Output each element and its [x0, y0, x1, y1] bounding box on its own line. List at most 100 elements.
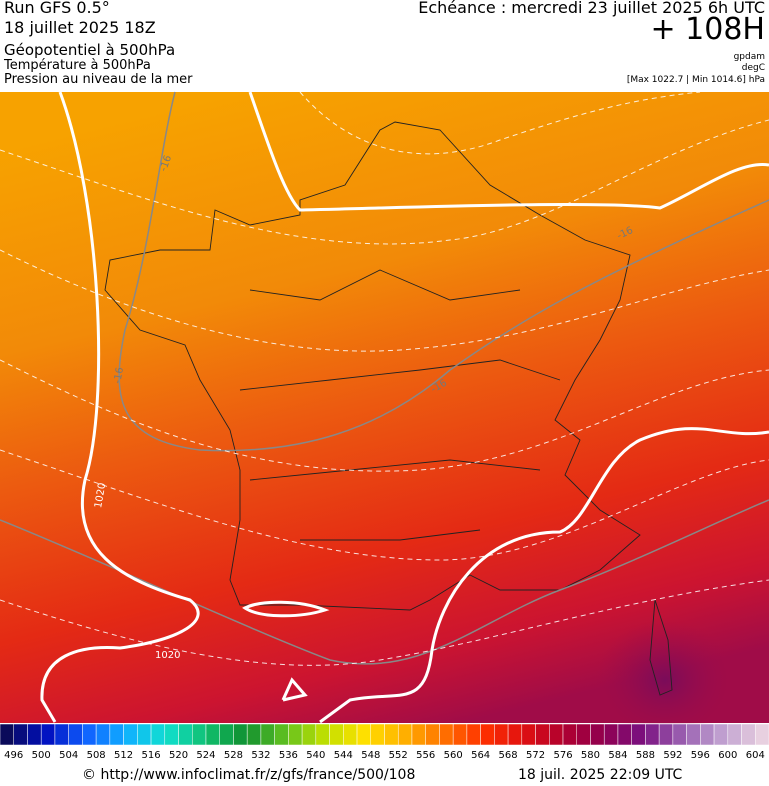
unit: degC	[741, 63, 765, 73]
colorbar-swatch	[590, 723, 605, 746]
colorbar-swatch	[658, 723, 674, 746]
colorbar-swatch	[13, 723, 28, 746]
colorbar-label: 580	[581, 750, 600, 761]
colorbar-label: 516	[142, 750, 161, 761]
colorbar-swatch	[246, 723, 262, 746]
colorbar-swatch	[480, 723, 495, 746]
colorbar-label: 532	[251, 750, 270, 761]
colorbar-label: 536	[279, 750, 298, 761]
colorbar-label: 496	[4, 750, 23, 761]
colorbar-swatch	[631, 723, 646, 746]
colorbar-label: 600	[718, 750, 737, 761]
contour-label: 1020	[155, 650, 181, 661]
field-label: Température à 500hPa	[4, 58, 151, 73]
run-title: Run GFS 0.5°	[4, 0, 110, 17]
colorbar-swatch	[686, 723, 701, 746]
colorbar-swatch	[150, 723, 166, 746]
colorbar-swatch	[384, 723, 399, 746]
colorbar-swatch	[205, 723, 220, 746]
colorbar-swatch	[645, 723, 660, 746]
colorbar-swatch	[535, 723, 550, 746]
colorbar-swatch	[521, 723, 536, 746]
colorbar-label: 556	[416, 750, 435, 761]
colorbar-label: 520	[169, 750, 188, 761]
colorbar-swatch	[755, 723, 769, 746]
geopotential-contours	[0, 91, 769, 666]
colorbar-swatch	[507, 723, 523, 746]
colorbar-swatch	[425, 723, 440, 746]
colorbar-label: 508	[87, 750, 106, 761]
echeance: Echéance : mercredi 23 juillet 2025 6h U…	[418, 0, 765, 17]
colorbar-swatch	[672, 723, 687, 746]
colorbar-label: 604	[746, 750, 765, 761]
colorbar-swatch	[329, 723, 344, 746]
colorbar-label: 560	[444, 750, 463, 761]
colorbar-swatch	[727, 723, 742, 746]
colorbar-swatch	[0, 723, 14, 746]
colorbar-swatch	[123, 723, 138, 746]
colorbar-swatch	[603, 723, 619, 746]
colorbar-label: 592	[663, 750, 682, 761]
colorbar-label: 500	[32, 750, 51, 761]
colorbar-swatch	[397, 723, 413, 746]
colorbar-swatch	[562, 723, 578, 746]
colorbar-swatch	[343, 723, 358, 746]
colorbar-swatch	[109, 723, 124, 746]
footer-source: © http://www.infoclimat.fr/z/gfs/france/…	[82, 767, 416, 783]
colorbar-label: 540	[306, 750, 325, 761]
colorbar-swatch	[439, 723, 454, 746]
colorbar-swatch	[260, 723, 275, 746]
pressure-contours	[40, 91, 769, 724]
colorbar-swatch	[274, 723, 289, 746]
colorbar-label: 588	[636, 750, 655, 761]
colorbar-swatch	[466, 723, 481, 746]
colorbar-swatch	[315, 723, 330, 746]
colorbar-label: 552	[389, 750, 408, 761]
colorbar-swatch	[40, 723, 56, 746]
colorbar-swatch	[95, 723, 111, 746]
colorbar-swatch	[54, 723, 69, 746]
colorbar-swatch	[219, 723, 234, 746]
colorbar-swatch	[192, 723, 207, 746]
colorbar-swatch	[233, 723, 248, 746]
colorbar-swatch	[68, 723, 83, 746]
colorbar-swatch	[27, 723, 42, 746]
colorbar-swatch	[576, 723, 591, 746]
pressure-range: [Max 1022.7 | Min 1014.6] hPa	[626, 75, 765, 85]
cold-spot	[595, 620, 735, 740]
colorbar-label: 512	[114, 750, 133, 761]
colorbar-label: 544	[334, 750, 353, 761]
colorbar-swatch	[411, 723, 426, 746]
colorbar-swatch	[82, 723, 97, 746]
colorbar-swatch	[370, 723, 385, 746]
coastlines	[104, 121, 673, 696]
colorbar-label: 584	[608, 750, 627, 761]
colorbar-swatch	[301, 723, 317, 746]
colorbar-label: 576	[553, 750, 572, 761]
colorbar-label: 572	[526, 750, 545, 761]
colorbar-label: 564	[471, 750, 490, 761]
colorbar-label: 504	[59, 750, 78, 761]
map-background	[0, 92, 769, 723]
field-label: Pression au niveau de la mer	[4, 72, 193, 87]
colorbar-label: 528	[224, 750, 243, 761]
colorbar-swatch	[356, 723, 372, 746]
colorbar-swatch	[617, 723, 632, 746]
colorbar-swatch	[494, 723, 509, 746]
colorbar-swatch	[178, 723, 193, 746]
field-label: Géopotentiel à 500hPa	[4, 41, 176, 59]
run-date: 18 juillet 2025 18Z	[4, 18, 156, 37]
colorbar-swatch	[452, 723, 468, 746]
colorbar-swatch	[549, 723, 564, 746]
colorbar-label: 596	[691, 750, 710, 761]
colorbar-swatch	[741, 723, 756, 746]
colorbar-swatch	[164, 723, 179, 746]
colorbar-label: 568	[499, 750, 518, 761]
unit: gpdam	[733, 52, 765, 62]
footer-date: 18 juil. 2025 22:09 UTC	[518, 767, 683, 783]
colorbar-label: 524	[196, 750, 215, 761]
colorbar-swatch	[288, 723, 303, 746]
colorbar-swatch	[700, 723, 715, 746]
